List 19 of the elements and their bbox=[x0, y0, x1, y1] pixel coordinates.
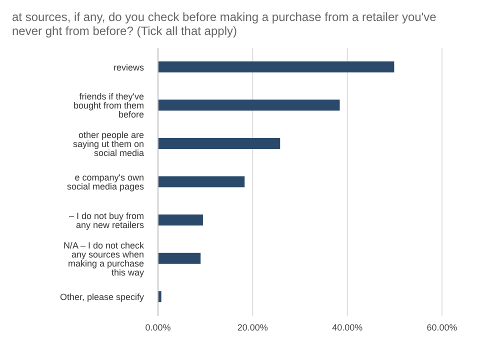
x-tick-label: 40.00% bbox=[332, 322, 363, 332]
bar bbox=[158, 138, 280, 149]
bar bbox=[158, 176, 245, 188]
y-tick-label: reviews bbox=[113, 62, 144, 72]
y-tick-label: e company's own social media pages bbox=[66, 172, 144, 192]
bar bbox=[158, 100, 340, 111]
y-tick-label: Other, please specify bbox=[60, 292, 144, 302]
y-tick-label: other people are saying ut them on social media bbox=[72, 130, 144, 158]
bar bbox=[158, 252, 201, 264]
x-tick-label: 20.00% bbox=[237, 322, 268, 332]
bar bbox=[158, 291, 162, 302]
bar bbox=[158, 61, 394, 72]
y-tick-label: – I do not buy from any new retailers bbox=[68, 210, 144, 230]
x-tick-label: 0.00% bbox=[145, 322, 171, 332]
x-tick-label: 60.00% bbox=[426, 322, 458, 332]
bar bbox=[158, 214, 203, 226]
chart-title: at sources, if any, do you check before making a purchase from a retailer you've never ght from before? (Tick all that apply) bbox=[11, 9, 438, 40]
y-tick-label: N/A – I do not check any sources when making a purchase this way bbox=[63, 240, 144, 278]
y-tick-label: friends if they've bought from them before bbox=[73, 92, 144, 120]
